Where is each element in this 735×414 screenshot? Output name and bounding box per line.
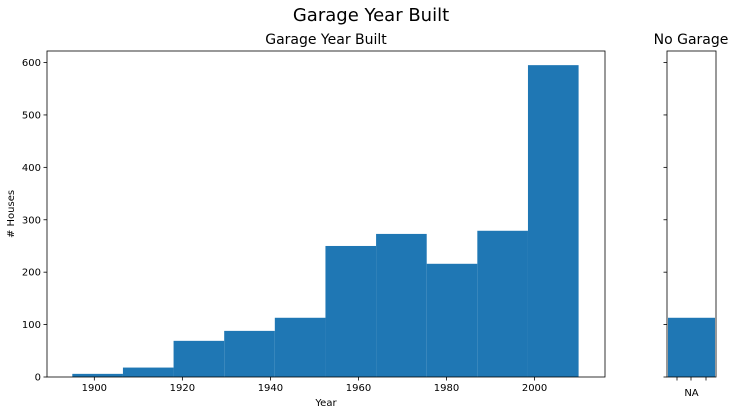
histogram-bar <box>72 373 123 377</box>
x-tick-label: 1900 <box>82 383 107 394</box>
y-tick-label: 200 <box>22 268 41 279</box>
histogram-bar <box>274 317 326 377</box>
y-tick-label: 0 <box>35 373 41 384</box>
y-tick-label: 100 <box>22 320 41 331</box>
histogram-bar <box>325 245 377 377</box>
histogram-frame <box>46 50 606 378</box>
x-axis-label: Year <box>314 398 337 409</box>
histogram-bar <box>477 230 528 377</box>
y-tick-label: 500 <box>22 110 41 121</box>
x-tick-label: 2000 <box>522 383 547 394</box>
histogram-bar <box>376 233 427 377</box>
y-axis-label: # Houses <box>6 190 17 238</box>
histogram-bar <box>426 263 478 377</box>
y-tick-label: 600 <box>22 58 41 69</box>
y-tick-label: 300 <box>22 215 41 226</box>
y-tick-label: 400 <box>22 163 41 174</box>
histogram-bar <box>173 340 225 377</box>
histogram-bar <box>122 367 174 377</box>
histogram-title: Garage Year Built <box>265 32 387 48</box>
figure-title: Garage Year Built <box>293 5 449 26</box>
no-garage-bars <box>668 317 715 377</box>
histogram-axes: Garage Year Built 1900 1920 1940 1960 1980 20… <box>6 32 606 409</box>
histogram-bar <box>224 330 275 377</box>
histogram-ticks: 1900 1920 1940 1960 1980 2000 0 100 200 300 400 500… <box>22 58 547 394</box>
x-tick-label: 1980 <box>434 383 459 394</box>
no-garage-ticks: NA <box>663 62 707 399</box>
no-garage-title: No Garage <box>654 32 729 48</box>
histogram-bars <box>72 65 579 378</box>
no-garage-bar <box>668 317 715 377</box>
no-garage-frame <box>666 50 717 378</box>
x-tick-label: 1920 <box>170 383 195 394</box>
histogram-bar <box>527 65 579 378</box>
x-tick-label: 1940 <box>258 383 283 394</box>
category-label: NA <box>684 388 698 399</box>
no-garage-axes: No Garage NA <box>654 32 729 399</box>
x-tick-label: 1960 <box>346 383 371 394</box>
